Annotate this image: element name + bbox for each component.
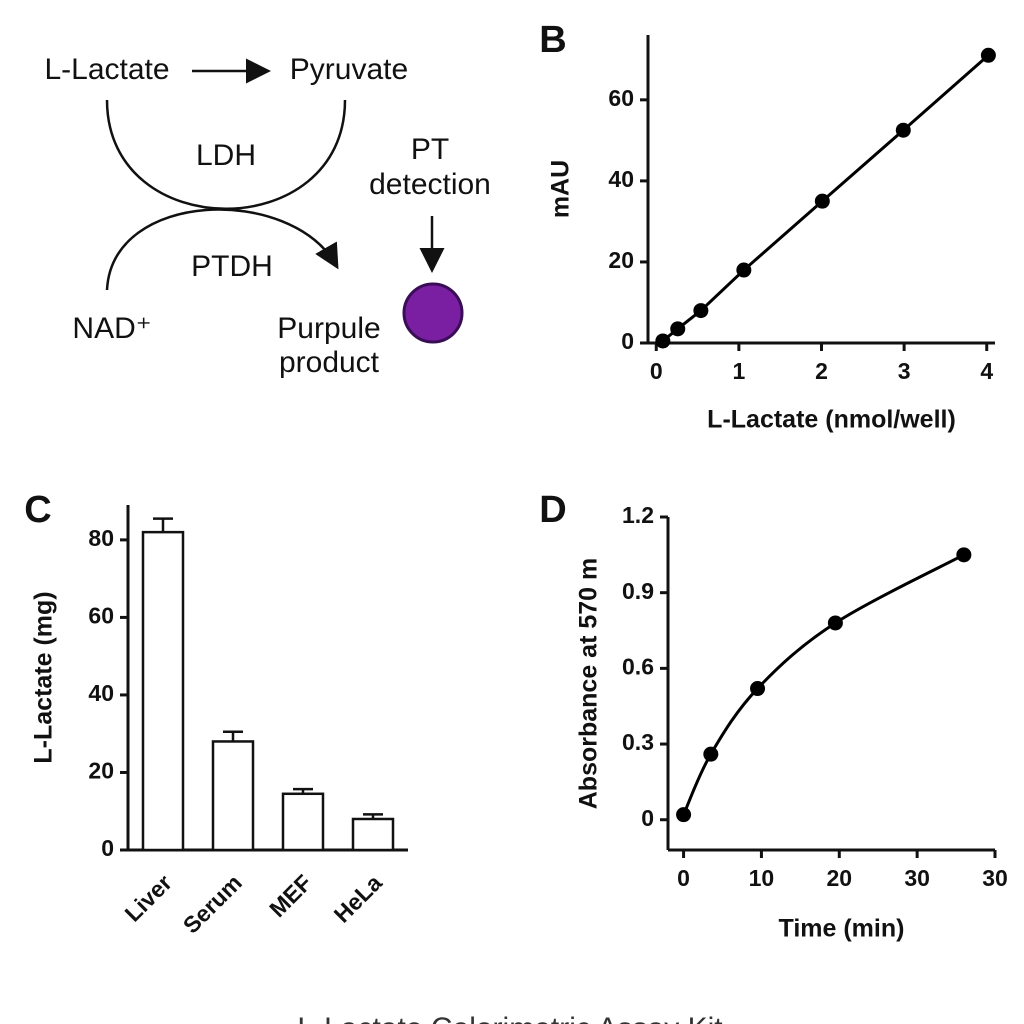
point <box>895 122 911 138</box>
caption: L-Lactate Colorimetric Assay Kit <box>297 1012 723 1024</box>
result: Purpule <box>277 312 380 345</box>
bar <box>281 792 325 852</box>
x-tick-label: 30 <box>904 865 930 891</box>
panel-label: D <box>539 489 566 531</box>
substrate: L-Lactate <box>44 53 169 86</box>
x-tick-label: MEF <box>264 869 317 922</box>
point <box>736 262 752 278</box>
x-axis-label: Time (min) <box>779 915 905 943</box>
x-tick-label: 4 <box>980 358 993 384</box>
x-tick-label: 0 <box>650 358 663 384</box>
y-tick-label: 1.2 <box>622 502 654 528</box>
y-tick-label: 0.6 <box>622 653 654 679</box>
x-tick-label: 0 <box>677 865 690 891</box>
point <box>655 333 671 349</box>
x-tick-label: 20 <box>826 865 852 891</box>
bar <box>141 530 185 852</box>
y-axis-label: mAU <box>547 160 575 218</box>
y-tick-label: 0 <box>641 805 654 831</box>
point <box>980 47 996 63</box>
y-axis-label: L-Lactate (mg) <box>30 591 58 763</box>
x-tick-label: 10 <box>749 865 775 891</box>
y-tick-label: 20 <box>608 247 634 273</box>
y-tick-label: 40 <box>88 680 114 706</box>
arc <box>105 208 339 291</box>
y-axis-label: Absorbance at 570 m <box>575 558 603 810</box>
y-tick-label: 0 <box>621 328 634 354</box>
point <box>693 303 709 319</box>
point <box>676 807 692 823</box>
enzyme: LDH <box>196 139 256 172</box>
detection: detection <box>369 168 491 201</box>
x-tick-label: 1 <box>732 358 745 384</box>
y-tick-label: 20 <box>88 758 114 784</box>
line <box>682 553 965 816</box>
x-tick-label: Serum <box>178 869 247 938</box>
bar <box>211 740 255 852</box>
cofactor: NAD⁺ <box>72 312 151 345</box>
x-tick-label: 2 <box>815 358 828 384</box>
y-tick-label: 60 <box>88 602 114 628</box>
result: product <box>279 346 380 379</box>
product-dot <box>402 282 464 344</box>
x-tick-label: 3 <box>898 358 911 384</box>
x-tick-label: 30 <box>982 865 1008 891</box>
point <box>814 193 830 209</box>
y-tick-label: 60 <box>608 85 634 111</box>
point <box>703 746 719 762</box>
point <box>670 321 686 337</box>
diagram: L-Lactate Pyruvate LDH PTDH NAD⁺ PT dete… <box>44 53 490 379</box>
x-tick-label: Liver <box>120 869 177 926</box>
enzyme: PTDH <box>191 250 273 283</box>
x-tick-label: HeLa <box>329 869 387 927</box>
panel-label: C <box>24 489 51 531</box>
point <box>827 615 843 631</box>
detection: PT <box>411 133 449 166</box>
point <box>750 681 766 697</box>
panel-label: B <box>539 19 566 61</box>
y-tick-label: 40 <box>608 166 634 192</box>
point <box>956 547 972 563</box>
y-tick-label: 0.9 <box>622 578 654 604</box>
y-tick-label: 0.3 <box>622 729 654 755</box>
y-tick-label: 80 <box>88 525 114 551</box>
product: Pyruvate <box>290 53 408 86</box>
x-axis-label: L-Lactate (nmol/well) <box>707 406 956 434</box>
bar <box>351 817 395 852</box>
y-tick-label: 0 <box>101 835 114 861</box>
